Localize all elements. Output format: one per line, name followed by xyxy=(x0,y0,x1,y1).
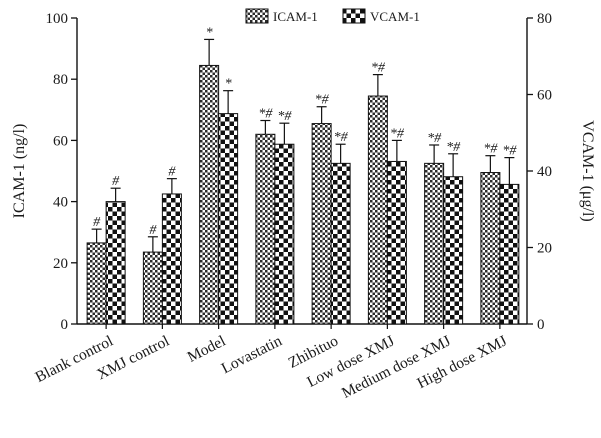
right-tick-label: 40 xyxy=(537,164,552,180)
legend-swatch-icam xyxy=(245,8,269,24)
right-tick-label: 20 xyxy=(537,241,552,257)
bar-vcam xyxy=(161,193,182,325)
bar-vcam xyxy=(330,162,351,325)
bar-vcam xyxy=(443,176,464,325)
bar-vcam xyxy=(499,183,520,325)
significance-label: *# xyxy=(315,93,330,108)
bar-icam xyxy=(424,162,445,325)
significance-label: *# xyxy=(390,126,405,141)
legend-swatch-vcam xyxy=(342,8,366,24)
significance-label: * xyxy=(225,77,232,92)
significance-label: *# xyxy=(371,61,386,76)
significance-label: *# xyxy=(277,109,292,124)
significance-label: *# xyxy=(258,107,273,122)
bar-icam xyxy=(311,123,332,325)
significance-label: *# xyxy=(483,142,498,157)
bar-icam xyxy=(480,172,501,325)
bar-vcam xyxy=(274,143,295,325)
right-y-ticks: 0 20 40 60 80 xyxy=(527,11,552,333)
right-tick-label: 0 xyxy=(537,317,545,333)
left-tick-label: 40 xyxy=(53,195,68,211)
right-tick-label: 80 xyxy=(537,11,552,27)
significance-label: # xyxy=(149,223,157,238)
legend-label-icam: ICAM-1 xyxy=(273,9,318,24)
left-tick-label: 80 xyxy=(53,72,68,88)
bar-icam xyxy=(367,95,388,325)
significance-label: # xyxy=(168,165,176,180)
significance-label: *# xyxy=(446,140,461,155)
significance-label: * xyxy=(206,25,213,40)
bar-icam xyxy=(142,251,163,325)
legend-label-vcam: VCAM-1 xyxy=(370,9,420,24)
bar-vcam xyxy=(218,113,239,325)
right-tick-label: 60 xyxy=(537,88,552,104)
significance-label: *# xyxy=(334,130,349,145)
significance-label: # xyxy=(93,215,101,230)
left-tick-label: 20 xyxy=(53,256,68,272)
left-tick-label: 100 xyxy=(46,11,69,27)
left-tick-label: 60 xyxy=(53,133,68,149)
category-label: Lovastatin xyxy=(219,332,285,377)
bar-icam xyxy=(86,242,107,325)
y-left-axis-title: ICAM-1 (ng/l) xyxy=(11,124,28,219)
left-tick-label: 0 xyxy=(61,317,69,333)
bars: # # # # * * *# *# *# *# *# *# *# *# *# *# xyxy=(86,25,520,325)
y-right-axis-title: VCAM-1 (μg/l) xyxy=(579,120,596,221)
bar-icam xyxy=(255,133,276,325)
significance-label: *# xyxy=(427,131,442,146)
bar-vcam xyxy=(105,201,126,325)
bar-icam xyxy=(199,64,220,325)
bar-vcam xyxy=(386,160,407,325)
significance-label: *# xyxy=(502,144,517,159)
left-y-ticks: 0 20 40 60 80 100 xyxy=(46,11,77,333)
significance-label: # xyxy=(112,174,120,189)
legend: ICAM-1 VCAM-1 xyxy=(245,8,420,24)
